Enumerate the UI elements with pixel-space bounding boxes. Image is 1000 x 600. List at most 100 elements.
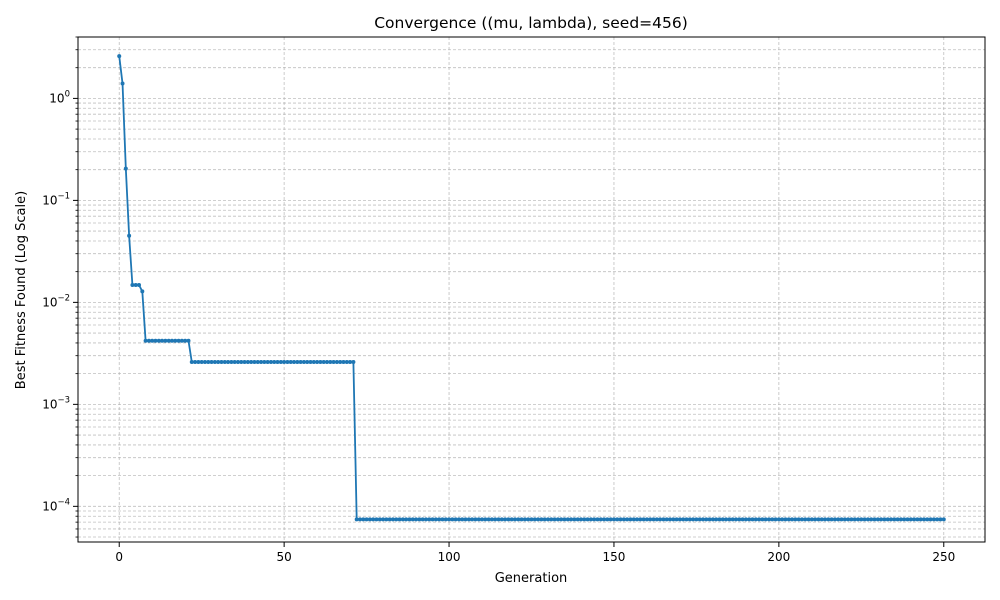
data-point (578, 517, 583, 522)
data-point (219, 360, 224, 365)
data-point (414, 517, 419, 522)
y-axis: 10−4 10−3 10−2 10−1 100 (42, 36, 78, 538)
data-point (826, 517, 831, 522)
data-point (921, 517, 926, 522)
data-point (486, 517, 491, 522)
x-tick-label: 0 (115, 550, 123, 564)
data-point (892, 517, 897, 522)
data-point (737, 517, 742, 522)
data-point (839, 517, 844, 522)
data-point (176, 338, 181, 343)
data-point (908, 517, 913, 522)
data-point (658, 517, 663, 522)
data-point (562, 517, 567, 522)
data-point (433, 517, 438, 522)
data-point (760, 517, 765, 522)
data-point (582, 517, 587, 522)
data-point (687, 517, 692, 522)
data-point (463, 517, 468, 522)
data-point (852, 517, 857, 522)
data-point (315, 360, 320, 365)
data-point (823, 517, 828, 522)
data-point (288, 360, 293, 365)
data-point (885, 517, 890, 522)
x-tick-label: 200 (767, 550, 790, 564)
data-point (641, 517, 646, 522)
data-point (875, 517, 880, 522)
data-point (720, 517, 725, 522)
data-point (730, 517, 735, 522)
data-point (390, 517, 395, 522)
data-point (889, 517, 894, 522)
data-point (483, 517, 488, 522)
data-point (160, 338, 165, 343)
data-point (592, 517, 597, 522)
data-point (740, 517, 745, 522)
data-point (222, 360, 227, 365)
data-point (321, 360, 326, 365)
data-point (836, 517, 841, 522)
data-point (931, 517, 936, 522)
data-point (268, 360, 273, 365)
data-point (522, 517, 527, 522)
data-point (611, 517, 616, 522)
data-point (710, 517, 715, 522)
data-point (532, 517, 537, 522)
data-point (420, 517, 425, 522)
data-point (417, 517, 422, 522)
data-point (549, 517, 554, 522)
data-point (757, 517, 762, 522)
data-point (493, 517, 498, 522)
data-point (440, 517, 445, 522)
data-point (776, 517, 781, 522)
data-point (846, 517, 851, 522)
data-point (331, 360, 336, 365)
data-point (575, 517, 580, 522)
data-point (285, 360, 290, 365)
data-point (130, 283, 135, 288)
data-point (239, 360, 244, 365)
data-point (232, 360, 237, 365)
data-point (799, 517, 804, 522)
data-point (832, 517, 837, 522)
data-point (770, 517, 775, 522)
data-point (308, 360, 313, 365)
data-point (572, 517, 577, 522)
data-point (410, 517, 415, 522)
data-point (545, 517, 550, 522)
data-point (727, 517, 732, 522)
data-point (559, 517, 564, 522)
data-point (407, 517, 412, 522)
data-point (282, 360, 287, 365)
data-point (895, 517, 900, 522)
data-point (374, 517, 379, 522)
data-point (615, 517, 620, 522)
x-axis-label: Generation (495, 571, 568, 586)
x-tick-label: 100 (438, 550, 461, 564)
data-point (747, 517, 752, 522)
data-point (648, 517, 653, 522)
data-point (456, 517, 461, 522)
data-point (681, 517, 686, 522)
data-point (427, 517, 432, 522)
data-point (262, 360, 267, 365)
data-point (694, 517, 699, 522)
data-point (905, 517, 910, 522)
data-point (173, 338, 178, 343)
data-point (585, 517, 590, 522)
data-point (334, 360, 339, 365)
data-point (842, 517, 847, 522)
data-point (856, 517, 861, 522)
y-tick-label: 10−4 (42, 497, 70, 513)
data-point (292, 360, 297, 365)
data-point (674, 517, 679, 522)
data-point (473, 517, 478, 522)
data-point (526, 517, 531, 522)
data-point (701, 517, 706, 522)
data-point (796, 517, 801, 522)
data-point (542, 517, 547, 522)
data-point (618, 517, 623, 522)
data-point (786, 517, 791, 522)
data-point (189, 360, 194, 365)
